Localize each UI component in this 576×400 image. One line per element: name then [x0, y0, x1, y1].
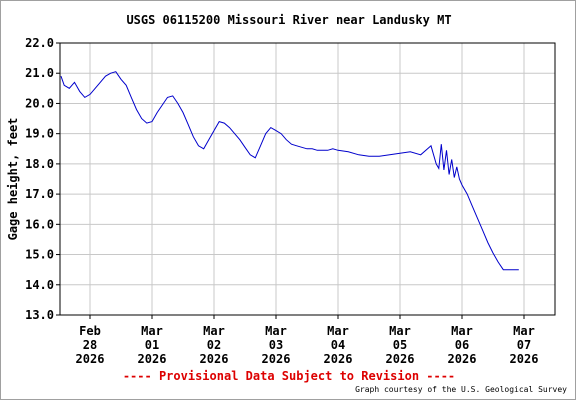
x-tick-label: 2026: [200, 352, 229, 366]
x-tick-label: 02: [207, 338, 221, 352]
x-tick-label: 2026: [76, 352, 105, 366]
y-tick-label: 18.0: [25, 157, 54, 171]
y-tick-label: 16.0: [25, 217, 54, 231]
y-tick-label: 17.0: [25, 187, 54, 201]
x-tick-label: 04: [331, 338, 345, 352]
y-axis-label: Gage height, feet: [6, 118, 20, 241]
y-tick-label: 20.0: [25, 96, 54, 110]
grid: [60, 42, 555, 316]
chart-title: USGS 06115200 Missouri River near Landus…: [126, 13, 452, 27]
x-tick-label: 06: [455, 338, 469, 352]
courtesy-notice: Graph courtesy of the U.S. Geological Su…: [355, 385, 567, 394]
x-tick-label: 01: [145, 338, 159, 352]
y-tick-label: 13.0: [25, 308, 54, 322]
x-tick-label: Mar: [141, 324, 163, 338]
x-tick-label: 2026: [262, 352, 291, 366]
gage-height-line: [60, 71, 519, 271]
y-tick-label: 15.0: [25, 248, 54, 262]
x-tick-label: Mar: [265, 324, 287, 338]
x-tick-label: 28: [83, 338, 97, 352]
plot-border: [59, 42, 556, 316]
y-tick-label: 14.0: [25, 278, 54, 292]
x-axis-ticks: Feb282026Mar012026Mar022026Mar032026Mar0…: [76, 315, 539, 366]
x-tick-label: 07: [517, 338, 531, 352]
x-tick-label: 03: [269, 338, 283, 352]
x-tick-label: Mar: [389, 324, 411, 338]
x-tick-label: Mar: [513, 324, 535, 338]
x-tick-label: Feb: [79, 324, 101, 338]
x-tick-label: 2026: [324, 352, 353, 366]
x-tick-label: 2026: [138, 352, 167, 366]
y-axis-ticks: 13.0 14.0 15.0 16.0 17.0 18.0 19.0 20.0 21.0 22.0: [25, 36, 60, 322]
x-tick-label: Mar: [451, 324, 473, 338]
y-tick-label: 19.0: [25, 127, 54, 141]
x-tick-label: 2026: [386, 352, 415, 366]
x-tick-label: Mar: [203, 324, 225, 338]
series: [60, 71, 519, 271]
y-tick-label: 22.0: [25, 36, 54, 50]
x-tick-label: 2026: [510, 352, 539, 366]
x-tick-label: 05: [393, 338, 407, 352]
x-tick-label: 2026: [448, 352, 477, 366]
x-tick-label: Mar: [327, 324, 349, 338]
y-tick-label: 21.0: [25, 66, 54, 80]
provisional-notice: ---- Provisional Data Subject to Revisio…: [122, 369, 456, 383]
